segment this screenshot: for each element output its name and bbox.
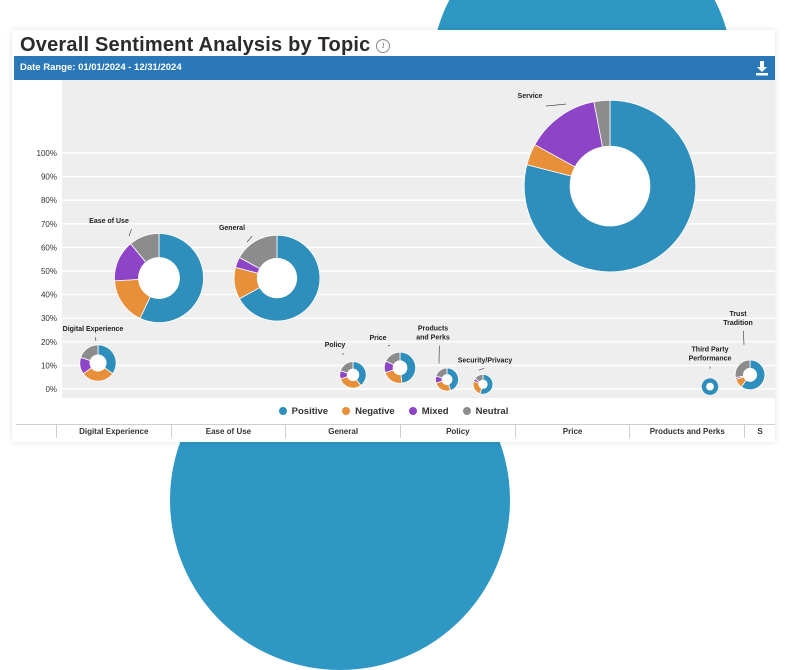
data-label: Price — [369, 335, 386, 342]
donut-hole — [442, 374, 453, 385]
donut-hole — [138, 257, 180, 299]
donut-hole — [347, 369, 359, 381]
donut-hole — [393, 360, 408, 375]
data-label: Tradition — [723, 320, 753, 327]
table-col-header: General — [285, 425, 400, 438]
legend-label-negative: Negative — [355, 406, 395, 417]
legend-item-neutral[interactable]: Neutral — [463, 404, 509, 418]
table-col-header: Ease of Use — [171, 425, 286, 438]
chart-card: Overall Sentiment Analysis by Topic i Da… — [12, 30, 775, 442]
donut-hole — [478, 380, 487, 389]
legend-item-positive[interactable]: Positive — [279, 404, 328, 418]
y-tick-label: 100% — [37, 149, 57, 158]
donut-hole — [570, 146, 651, 227]
table-col-header: Price — [515, 425, 630, 438]
data-label: and Perks — [416, 335, 450, 342]
legend-dot-neutral — [463, 407, 471, 415]
y-tick-label: 0% — [45, 385, 57, 394]
legend-item-mixed[interactable]: Mixed — [409, 404, 449, 418]
info-icon[interactable]: i — [376, 39, 390, 53]
page-title: Overall Sentiment Analysis by Topic — [20, 34, 370, 57]
date-range-bar: Date Range: 01/01/2024 - 12/31/2024 — [14, 56, 775, 80]
legend: Positive Negative Mixed Neutral — [12, 404, 775, 418]
legend-label-mixed: Mixed — [422, 406, 449, 417]
legend-label-neutral: Neutral — [476, 406, 509, 417]
y-tick-label: 60% — [41, 243, 57, 252]
y-tick-label: 90% — [41, 173, 57, 182]
data-label: General — [219, 225, 245, 232]
legend-item-negative[interactable]: Negative — [342, 404, 395, 418]
data-label: Ease of Use — [89, 218, 129, 225]
y-tick-label: 30% — [41, 314, 57, 323]
data-label: Digital Experience — [63, 326, 124, 333]
donut-hole — [743, 368, 757, 382]
y-tick-label: 50% — [41, 267, 57, 276]
data-label: Service — [518, 93, 543, 100]
donut-hole — [257, 258, 297, 298]
table-col-header: Products and Perks — [629, 425, 744, 438]
donut-hole — [706, 383, 714, 391]
data-label: Products — [418, 326, 448, 333]
data-label: Policy — [325, 342, 346, 349]
title-row: Overall Sentiment Analysis by Topic i — [20, 34, 390, 56]
sentiment-chart: 0% 10% 20% 30% 40% 50% 60% 70% 80% 90% 100% Digital… — [14, 80, 775, 400]
donut-hole — [89, 355, 106, 372]
legend-dot-positive — [279, 407, 287, 415]
y-tick-label: 40% — [41, 291, 57, 300]
data-label: Security/Privacy — [458, 357, 513, 364]
y-tick-label: 70% — [41, 220, 57, 229]
table-col-header: Policy — [400, 425, 515, 438]
y-tick-label: 20% — [41, 338, 57, 347]
legend-label-positive: Positive — [292, 406, 328, 417]
date-range: Date Range: 01/01/2024 - 12/31/2024 — [20, 62, 182, 73]
table-col-header: S — [744, 425, 775, 438]
download-icon[interactable] — [755, 60, 769, 76]
legend-dot-mixed — [409, 407, 417, 415]
data-label: Trust — [729, 311, 747, 318]
chart-area: 0% 10% 20% 30% 40% 50% 60% 70% 80% 90% 100% Digital… — [14, 80, 775, 425]
y-tick-label: 80% — [41, 196, 57, 205]
table-header: Digital Experience Ease of Use General P… — [16, 424, 775, 442]
y-tick-label: 10% — [41, 361, 57, 370]
data-label: Performance — [689, 356, 732, 363]
table-col-header: Digital Experience — [56, 425, 171, 438]
table-corner — [16, 425, 56, 438]
legend-dot-negative — [342, 407, 350, 415]
data-label: Third Party — [692, 347, 729, 354]
